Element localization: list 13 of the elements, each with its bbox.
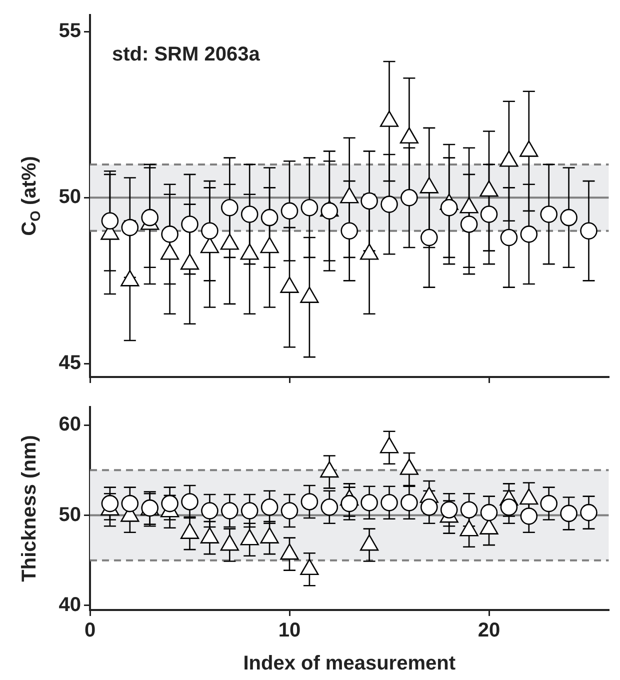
y-tick-label: 50 [58,504,81,526]
y-tick-label: 40 [58,594,81,616]
y-axis-title: CO (at%) [18,156,43,236]
y-tick-label: 50 [58,186,81,208]
y-tick-label: 45 [58,352,81,374]
y-axis-title: Thickness (nm) [18,435,41,582]
x-tick-label: 20 [478,620,500,642]
x-axis-title: Index of measurement [243,652,456,675]
y-tick-label: 60 [58,414,81,436]
x-tick-label: 0 [84,620,96,642]
x-tick-label: 10 [278,620,301,642]
annotation: std: SRM 2063a [112,44,261,66]
y-tick-label: 55 [58,20,81,42]
